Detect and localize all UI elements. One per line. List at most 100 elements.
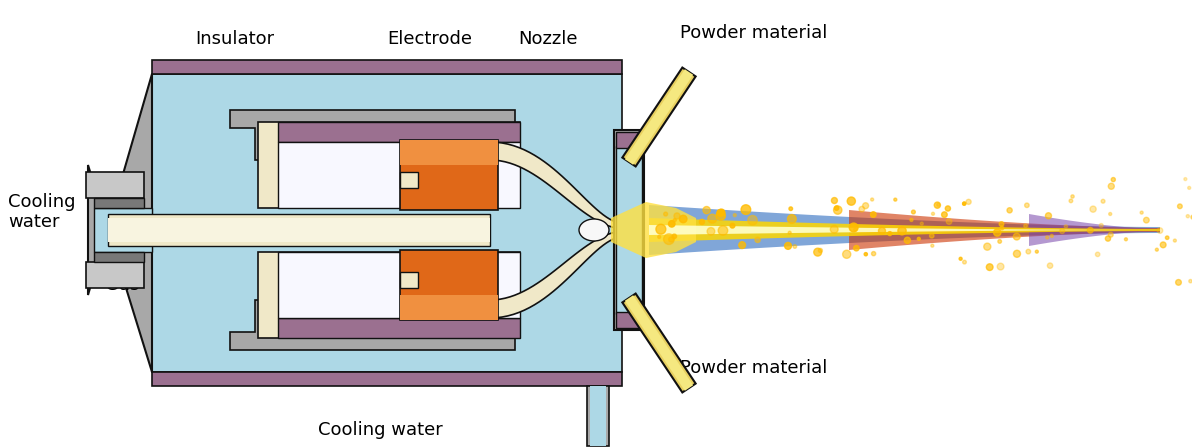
Circle shape [679,215,687,223]
Circle shape [898,227,906,235]
Circle shape [656,224,666,234]
Circle shape [931,244,933,247]
Circle shape [658,236,660,238]
Circle shape [1155,248,1159,251]
Circle shape [739,242,745,249]
Polygon shape [278,318,520,338]
Circle shape [707,228,715,235]
Polygon shape [278,252,520,318]
Circle shape [833,206,842,214]
Circle shape [894,198,896,201]
Circle shape [994,229,1001,236]
Text: Powder material: Powder material [679,359,827,377]
Circle shape [1157,228,1162,233]
Polygon shape [401,140,498,210]
Circle shape [1064,225,1068,228]
Circle shape [998,240,1001,243]
Circle shape [719,226,727,235]
Circle shape [741,205,751,215]
Text: Cooling
water: Cooling water [8,193,75,232]
Circle shape [1025,203,1029,207]
Circle shape [1141,211,1143,214]
Polygon shape [88,74,153,372]
Polygon shape [611,202,696,230]
Circle shape [1160,242,1166,248]
Circle shape [669,237,673,242]
Circle shape [1173,239,1177,242]
Circle shape [789,207,793,211]
Circle shape [718,209,724,216]
Polygon shape [230,110,515,160]
Polygon shape [849,210,1160,250]
Polygon shape [278,122,520,142]
Bar [616,132,642,148]
Polygon shape [230,300,515,350]
Circle shape [942,212,948,217]
Circle shape [983,243,991,250]
Circle shape [1045,236,1049,239]
Polygon shape [648,218,1160,242]
Circle shape [1111,177,1116,181]
Circle shape [831,225,838,233]
Circle shape [853,228,857,231]
Circle shape [733,214,737,217]
Circle shape [784,242,791,250]
Circle shape [1109,183,1115,190]
Circle shape [1099,224,1103,228]
Bar [108,214,490,246]
Circle shape [888,232,892,236]
Circle shape [788,231,791,234]
Circle shape [1124,238,1128,241]
Circle shape [1166,236,1169,240]
Text: Insulator: Insulator [195,30,274,48]
Circle shape [1188,280,1192,283]
Circle shape [960,257,962,260]
Polygon shape [257,122,520,208]
Circle shape [962,202,966,205]
Circle shape [963,202,966,205]
Circle shape [935,202,940,208]
Circle shape [931,212,935,215]
Circle shape [834,206,839,210]
Ellipse shape [579,219,609,241]
Circle shape [1026,249,1031,254]
Polygon shape [490,232,616,318]
Polygon shape [625,69,694,165]
Polygon shape [257,252,520,338]
Text: Powder material: Powder material [679,24,827,42]
Circle shape [1070,195,1074,198]
Circle shape [870,198,874,201]
Circle shape [1178,204,1182,209]
Polygon shape [1029,214,1160,246]
Circle shape [843,250,851,258]
Bar [616,312,642,328]
Circle shape [730,223,734,228]
Circle shape [1186,215,1190,218]
Circle shape [814,248,821,256]
Text: Electrode: Electrode [387,30,472,48]
Polygon shape [86,172,144,198]
Circle shape [716,211,726,220]
Bar [590,386,606,446]
Polygon shape [278,142,520,208]
Polygon shape [401,140,498,165]
Circle shape [1069,199,1073,202]
Bar [586,386,609,446]
Polygon shape [153,60,622,74]
Circle shape [1050,234,1054,237]
Circle shape [863,202,869,209]
Circle shape [1089,206,1097,212]
Polygon shape [94,198,144,208]
Circle shape [998,263,1004,270]
Circle shape [664,234,675,245]
Bar [108,218,490,242]
Circle shape [1187,186,1191,190]
Circle shape [673,213,681,219]
Circle shape [879,227,886,234]
Circle shape [673,219,676,222]
Text: Cooling water: Cooling water [317,421,442,439]
Circle shape [719,209,725,216]
Circle shape [1013,233,1020,240]
Circle shape [909,218,913,221]
Circle shape [1045,213,1051,219]
